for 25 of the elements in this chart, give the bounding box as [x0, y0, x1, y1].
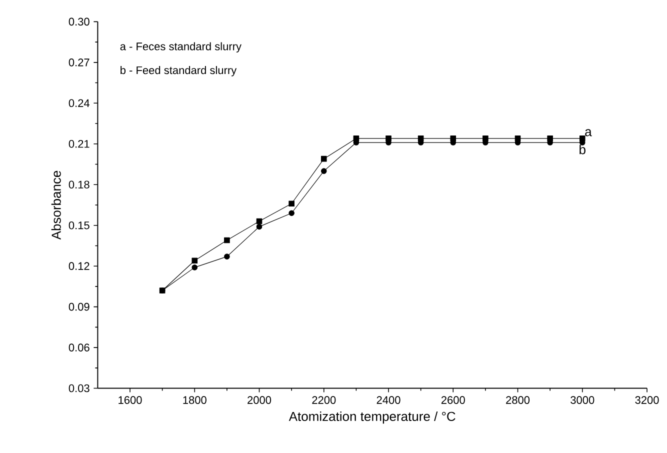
y-tick-label: 0.18 [68, 180, 90, 189]
y-tick-label: 0.06 [68, 344, 90, 352]
annotation: b - Feed standard slurry [120, 66, 237, 76]
x-tick-label: 3000 [570, 396, 594, 404]
y-tick-label: 0.03 [68, 384, 90, 392]
y-tick-label: 0.12 [68, 262, 90, 270]
y-tick-label: 0.30 [68, 18, 90, 26]
x-tick-label: 2200 [312, 396, 336, 404]
y-tick-label: 0.09 [68, 302, 90, 311]
x-tick-label: 2600 [441, 396, 465, 404]
annotation: a - Feces standard slurry [120, 42, 242, 52]
x-tick-label: 2000 [248, 396, 272, 404]
x-tick-label: 2400 [376, 396, 400, 404]
y-tick-label: 0.27 [68, 58, 90, 66]
y-axis-title: Absorbance [51, 170, 61, 240]
x-tick-label: 3200 [635, 396, 659, 404]
series-label: a [585, 129, 592, 136]
x-tick-label: 2800 [506, 396, 530, 404]
y-tick-label: 0.24 [68, 99, 90, 108]
series-label: b [580, 144, 586, 154]
x-tick-label: 1800 [183, 396, 206, 404]
x-tick-label: 1600 [118, 396, 142, 404]
x-axis-title: Atomization temperature / °C [288, 411, 456, 424]
y-tick-label: 0.15 [68, 221, 90, 230]
y-tick-label: 0.21 [68, 140, 90, 148]
